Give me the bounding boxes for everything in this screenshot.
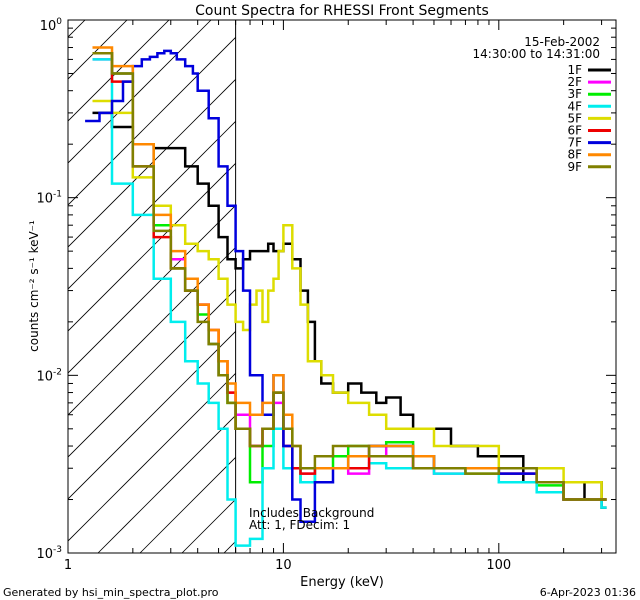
legend-label: 2F [567,75,582,89]
legend-label: 3F [567,87,582,101]
legend-item-7F: 7F [567,136,611,150]
hatch-lines [0,0,640,553]
x-tick-label: 1 [64,558,72,573]
legend-item-5F: 5F [567,111,611,125]
hatch-line [68,20,86,38]
hatch-line [68,36,236,206]
y-tick-label: 100 [40,17,63,34]
chart-title: Count Spectra for RHESSI Front Segments [195,3,489,19]
series-5F [92,99,607,501]
legend-item-8F: 8F [567,148,611,162]
hatch-line [68,204,236,374]
series-6F [92,51,607,501]
legend-item-4F: 4F [567,99,611,113]
y-tick-label: 10-3 [36,545,62,562]
legend-label: 9F [567,160,582,174]
annotation-attenuator: Att: 1, FDecim: 1 [249,518,350,532]
x-tick-label: 100 [486,558,511,573]
legend-label: 4F [567,99,582,113]
date-label: 15-Feb-2002 [524,35,600,49]
hatch-line [68,20,170,122]
x-axis-label: Energy (keV) [300,575,384,590]
legend-label: 6F [567,124,582,138]
y-axis-label: counts cm⁻² s⁻¹ keV⁻¹ [27,220,41,352]
legend-label: 1F [567,63,582,77]
series-9F [92,51,607,501]
y-tick-label: 10-2 [36,367,62,384]
hatch-line [139,456,236,553]
legend-label: 5F [567,111,582,125]
y-tick-label: 10-1 [36,190,62,207]
hatch-line [68,288,236,458]
time-range-label: 14:30:00 to 14:31:00 [473,47,600,61]
hatch-line [68,246,236,416]
footer-date: 6-Apr-2023 01:36 [540,586,636,599]
x-tick-labels: 1 10 100 [64,558,511,573]
hatch-line [0,0,110,553]
footer-generated: Generated by hsi_min_spectra_plot.pro [3,586,219,599]
legend-item-6F: 6F [567,124,611,138]
legend-item-2F: 2F [567,75,611,89]
hatch-line [68,372,236,542]
series-3F [92,51,607,501]
annotation-background: Includes Background [249,506,374,520]
axis-ticks [67,19,616,554]
plot-frame [67,19,617,554]
hatch-line [97,414,236,553]
hatch-line [266,0,640,553]
legend-label: 7F [567,136,582,150]
series-layer [85,46,607,547]
legend-item-3F: 3F [567,87,611,101]
hatched-region [0,0,640,553]
legend-item-1F: 1F [567,63,611,77]
series-7F [85,49,607,523]
hatch-line [68,120,236,290]
hatch-line [68,162,236,332]
hatch-line [476,0,640,553]
series-8F [92,46,607,501]
hatch-line [68,330,236,500]
legend-label: 8F [567,148,582,162]
legend-item-9F: 9F [567,160,611,174]
x-tick-label: 10 [275,558,292,573]
y-tick-labels: 10-3 10-2 10-1 100 [36,17,62,562]
